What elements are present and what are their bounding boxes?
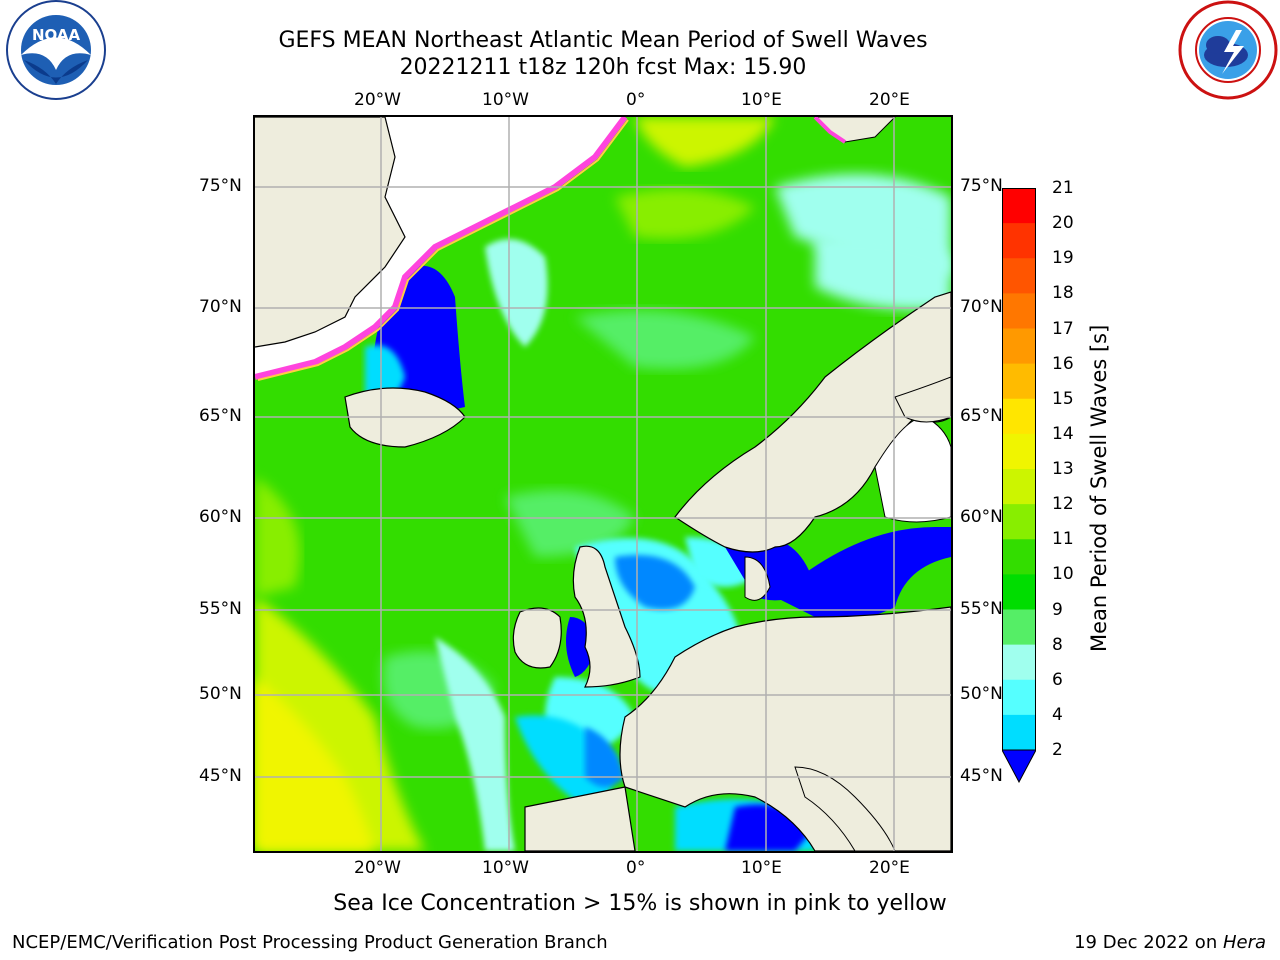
colorbar-band	[1002, 328, 1036, 365]
colorbar-band	[1002, 504, 1036, 540]
colorbar-band	[1002, 223, 1036, 259]
nws-logo	[1178, 0, 1278, 100]
colorbar-band	[1002, 188, 1036, 224]
colorbar-tick-label: 10	[1052, 564, 1074, 585]
lon-label-top: 0°	[626, 90, 646, 110]
lon-label-top: 10°W	[482, 90, 529, 110]
lat-label-left: 65°N	[199, 406, 242, 426]
colorbar-band	[1002, 609, 1036, 646]
lat-label-right: 45°N	[960, 766, 1003, 786]
lat-label-left: 60°N	[199, 507, 242, 527]
annotation-wrap: Sea Ice Concentration > 15% is shown in …	[0, 891, 1280, 916]
colorbar-band	[1002, 644, 1036, 681]
colorbar-tick-label: 18	[1052, 283, 1074, 304]
colorbar-tick-label: 12	[1052, 494, 1074, 515]
colorbar-tick-label: 9	[1052, 599, 1063, 620]
colorbar-tick-label: 2	[1052, 740, 1063, 760]
colorbar-tick-label: 15	[1052, 388, 1074, 409]
noaa-logo: NOAA	[6, 0, 106, 100]
colorbar-tick-label: 21	[1052, 178, 1074, 198]
colorbar-band	[1002, 574, 1036, 610]
colorbar-tick-label: 14	[1052, 423, 1074, 444]
colorbar-tick-label: 11	[1052, 529, 1074, 550]
lon-label-bottom: 10°W	[482, 858, 529, 878]
lat-label-left: 75°N	[199, 176, 242, 196]
colorbar-tick-label: 17	[1052, 318, 1074, 339]
colorbar-tick-label: 20	[1052, 213, 1074, 234]
lon-label-top: 10°E	[741, 90, 782, 110]
footer-right: 19 Dec 2022 on Hera	[1074, 932, 1266, 953]
colorbar-band	[1002, 469, 1036, 505]
lat-label-left: 45°N	[199, 766, 242, 786]
footer-left: NCEP/EMC/Verification Post Processing Pr…	[12, 932, 608, 953]
lat-label-right: 60°N	[960, 507, 1003, 527]
chart-title-line2: 20221211 t18z 120h fcst Max: 15.90	[399, 55, 807, 80]
footer-date: 19 Dec 2022 on	[1074, 932, 1223, 953]
colorbar-tick-label: 4	[1052, 704, 1063, 725]
lat-label-right: 55°N	[960, 599, 1003, 619]
colorbar-band	[1002, 398, 1036, 435]
lon-label-bottom: 10°E	[741, 858, 782, 878]
noaa-logo-text: NOAA	[32, 26, 81, 44]
colorbar-band	[1002, 714, 1036, 751]
colorbar-extend-arrow	[1001, 749, 1037, 784]
colorbar-border	[1002, 188, 1036, 751]
lon-label-top: 20°E	[869, 90, 910, 110]
lat-label-right: 70°N	[960, 297, 1003, 317]
colorbar-tick-label: 16	[1052, 353, 1074, 374]
colorbar-tick-label: 13	[1052, 459, 1074, 479]
lon-label-bottom: 20°W	[354, 858, 401, 878]
lat-label-left: 70°N	[199, 297, 242, 317]
colorbar	[1001, 188, 1037, 784]
footer-host: Hera	[1222, 932, 1266, 953]
colorbar-band	[1002, 363, 1036, 400]
colorbar-tick-label: 8	[1052, 634, 1063, 655]
colorbar-svg	[1001, 188, 1037, 784]
colorbar-band	[1002, 679, 1036, 716]
chart-title-line1: GEFS MEAN Northeast Atlantic Mean Period…	[278, 28, 928, 53]
lat-label-right: 75°N	[960, 176, 1003, 196]
lat-label-right: 50°N	[960, 684, 1003, 704]
lon-label-bottom: 20°E	[869, 858, 910, 878]
lon-label-bottom: 0°	[626, 858, 646, 878]
lat-label-right: 65°N	[960, 406, 1003, 426]
lat-label-left: 55°N	[199, 599, 242, 619]
swell-period-map	[253, 115, 953, 853]
colorbar-band	[1002, 258, 1036, 294]
sea-ice-note: Sea Ice Concentration > 15% is shown in …	[333, 891, 947, 916]
colorbar-tick-label: 6	[1052, 669, 1063, 690]
colorbar-labels: 21 20 19 18 17 16 15 14 13 12 11 10 9 8 6 4 2	[1052, 178, 1112, 780]
lon-label-top: 20°W	[354, 90, 401, 110]
colorbar-tick-label: 19	[1052, 248, 1074, 269]
colorbar-band	[1002, 293, 1036, 329]
colorbar-band	[1002, 433, 1036, 470]
lat-label-left: 50°N	[199, 684, 242, 704]
colorbar-band	[1002, 539, 1036, 575]
colorbar-title: Mean Period of Swell Waves [s]	[1087, 324, 1111, 652]
